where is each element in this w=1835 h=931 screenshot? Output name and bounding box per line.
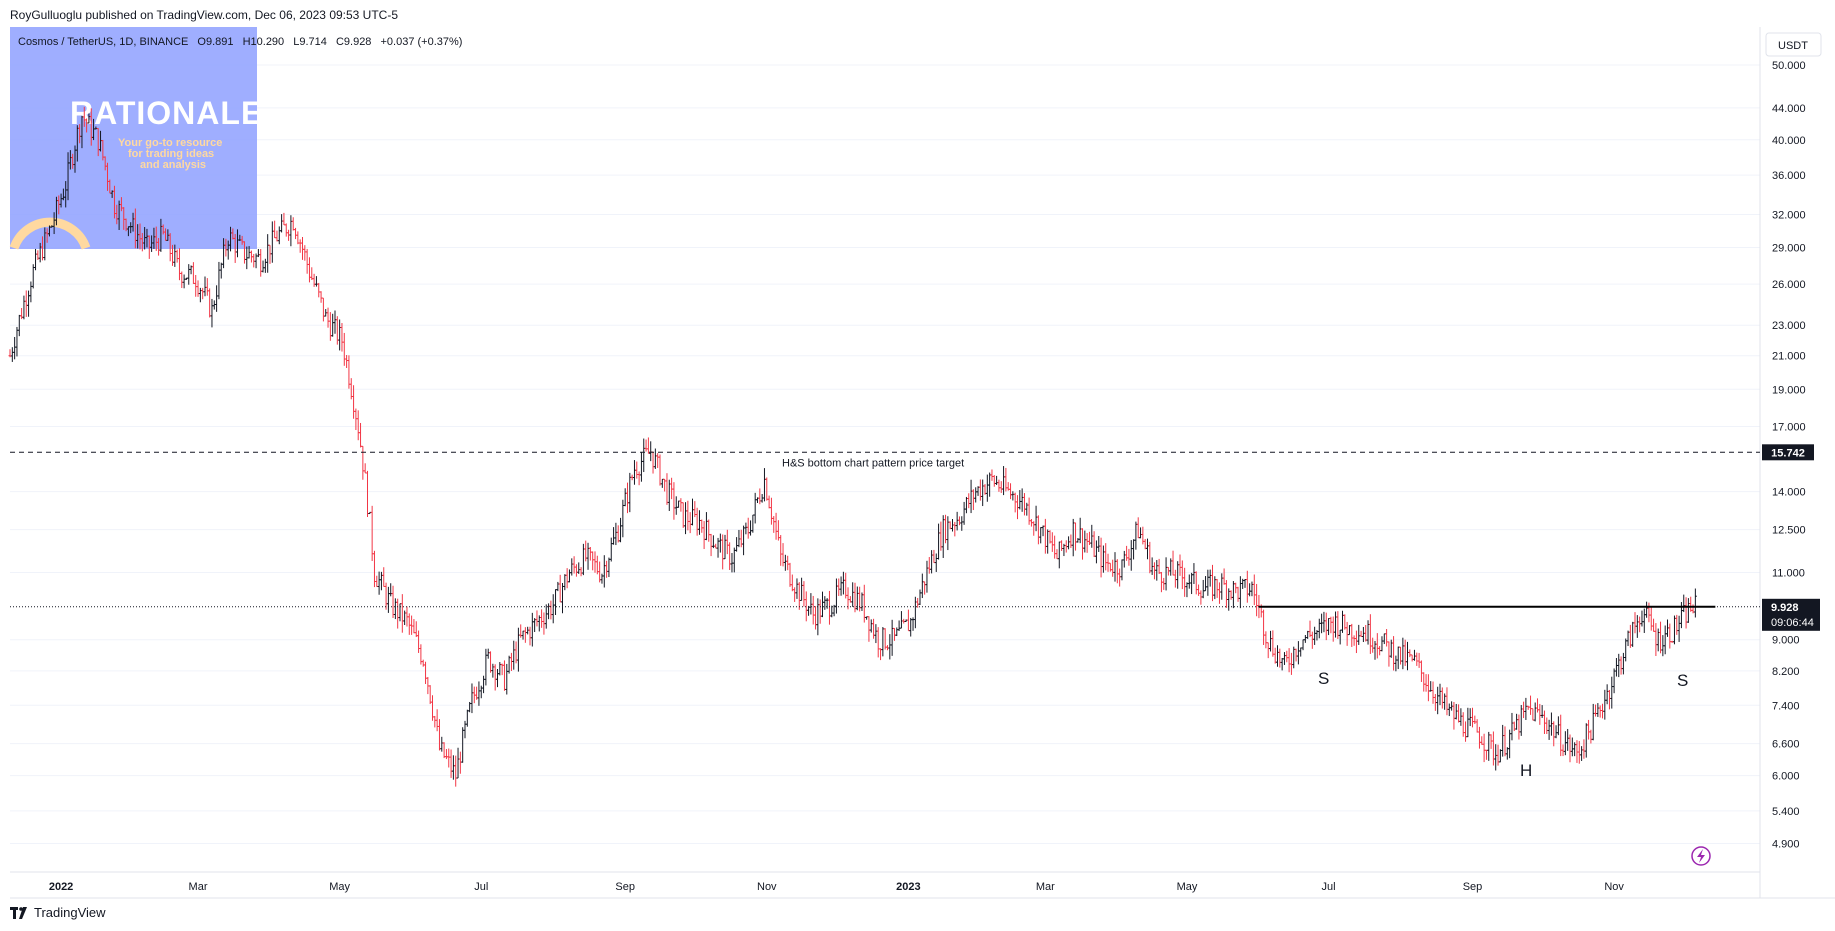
price-tick-label: 11.000	[1772, 567, 1805, 579]
price-tick-label: 32.000	[1772, 210, 1806, 222]
ohlc-bar	[1693, 588, 1697, 618]
target-label: H&S bottom chart pattern price target	[782, 457, 964, 469]
price-tick-label: 36.000	[1772, 170, 1806, 182]
publisher-line: RoyGulluoglu published on TradingView.co…	[10, 8, 399, 22]
price-tick-label: 21.000	[1772, 351, 1806, 363]
price-tick-label: 29.000	[1772, 243, 1806, 255]
price-tick-label: 17.000	[1772, 422, 1806, 434]
tradingview-brand-text: TradingView	[34, 905, 106, 920]
last-price-tag-text: 9.928	[1771, 602, 1799, 614]
time-tick-label: May	[1177, 881, 1198, 893]
price-tick-label: 6.000	[1772, 771, 1800, 783]
currency-button[interactable]	[1765, 32, 1822, 57]
watermark-tagline-3: and analysis	[140, 159, 206, 171]
time-tick-label: 2022	[49, 881, 73, 893]
time-tick-label: Sep	[615, 881, 635, 893]
head-label: H	[1520, 761, 1532, 780]
time-tick-label: 2023	[896, 881, 920, 893]
price-tick-label: 23.000	[1772, 320, 1806, 332]
currency-label: USDT	[1778, 40, 1808, 52]
watermark-arc	[9, 217, 91, 250]
time-tick-label: Sep	[1463, 881, 1483, 893]
time-tick-label: May	[329, 881, 350, 893]
watermark-title: RATIONALE	[70, 95, 263, 131]
symbol-line: Cosmos / TetherUS, 1D, BINANCE O9.891 H1…	[18, 36, 468, 48]
ohlc-high: H10.290	[242, 36, 285, 48]
time-axis[interactable]: 2022 Mar May Jul Sep Nov 2023 Mar May Jul Sep Nov	[49, 881, 1625, 893]
last-price-tag	[1762, 598, 1820, 631]
price-tick-label: 44.000	[1772, 103, 1806, 115]
price-tick-label: 12.500	[1772, 525, 1806, 537]
symbol-name: Cosmos / TetherUS, 1D, BINANCE	[18, 36, 189, 48]
tradingview-logo-icon	[10, 906, 27, 919]
time-tick-label: Jul	[1322, 881, 1336, 893]
ohlc-bars	[8, 106, 1697, 787]
price-tick-label: 7.400	[1772, 700, 1800, 712]
price-tick-label: 9.000	[1772, 635, 1800, 647]
target-price-tag-text: 15.742	[1771, 447, 1805, 459]
watermark-tagline-2: for trading ideas	[128, 148, 214, 160]
watermark-box	[10, 27, 257, 249]
lightning-icon[interactable]	[1691, 846, 1711, 866]
price-tick-label: 8.200	[1772, 666, 1800, 678]
ohlc-close: C9.928	[335, 36, 372, 48]
right-shoulder-label: S	[1677, 671, 1688, 690]
price-axis[interactable]: 50.000 44.000 40.000 36.000 32.000 29.000 26.0…	[1772, 60, 1806, 850]
price-tick-label: 40.000	[1772, 135, 1806, 147]
lightning-bolt	[1697, 849, 1705, 863]
price-tick-label: 19.000	[1772, 384, 1806, 396]
time-tick-label: Nov	[757, 881, 777, 893]
time-tick-label: Mar	[189, 881, 208, 893]
chart-pane[interactable]	[10, 27, 1760, 872]
price-tick-label: 5.400	[1772, 806, 1800, 818]
time-tick-label: Jul	[474, 881, 488, 893]
ohlc-change: +0.037 (+0.37%)	[380, 36, 463, 48]
target-price-tag	[1762, 444, 1814, 461]
price-tick-label: 26.000	[1772, 279, 1806, 291]
watermark-tagline-1: Your go-to resource	[118, 137, 222, 149]
price-tick-label: 6.600	[1772, 739, 1800, 751]
price-tick-label: 14.000	[1772, 487, 1806, 499]
left-shoulder-label: S	[1318, 669, 1329, 688]
ohlc-low: L9.714	[293, 36, 327, 48]
price-tick-label: 50.000	[1772, 60, 1806, 72]
grid	[10, 64, 1760, 844]
time-tick-label: Mar	[1036, 881, 1055, 893]
time-tick-label: Nov	[1604, 881, 1624, 893]
countdown-label: 09:06:44	[1771, 617, 1814, 629]
price-tick-label: 4.900	[1772, 838, 1800, 850]
ohlc-open: O9.891	[197, 36, 234, 48]
tradingview-brand[interactable]: TradingView	[10, 905, 106, 920]
